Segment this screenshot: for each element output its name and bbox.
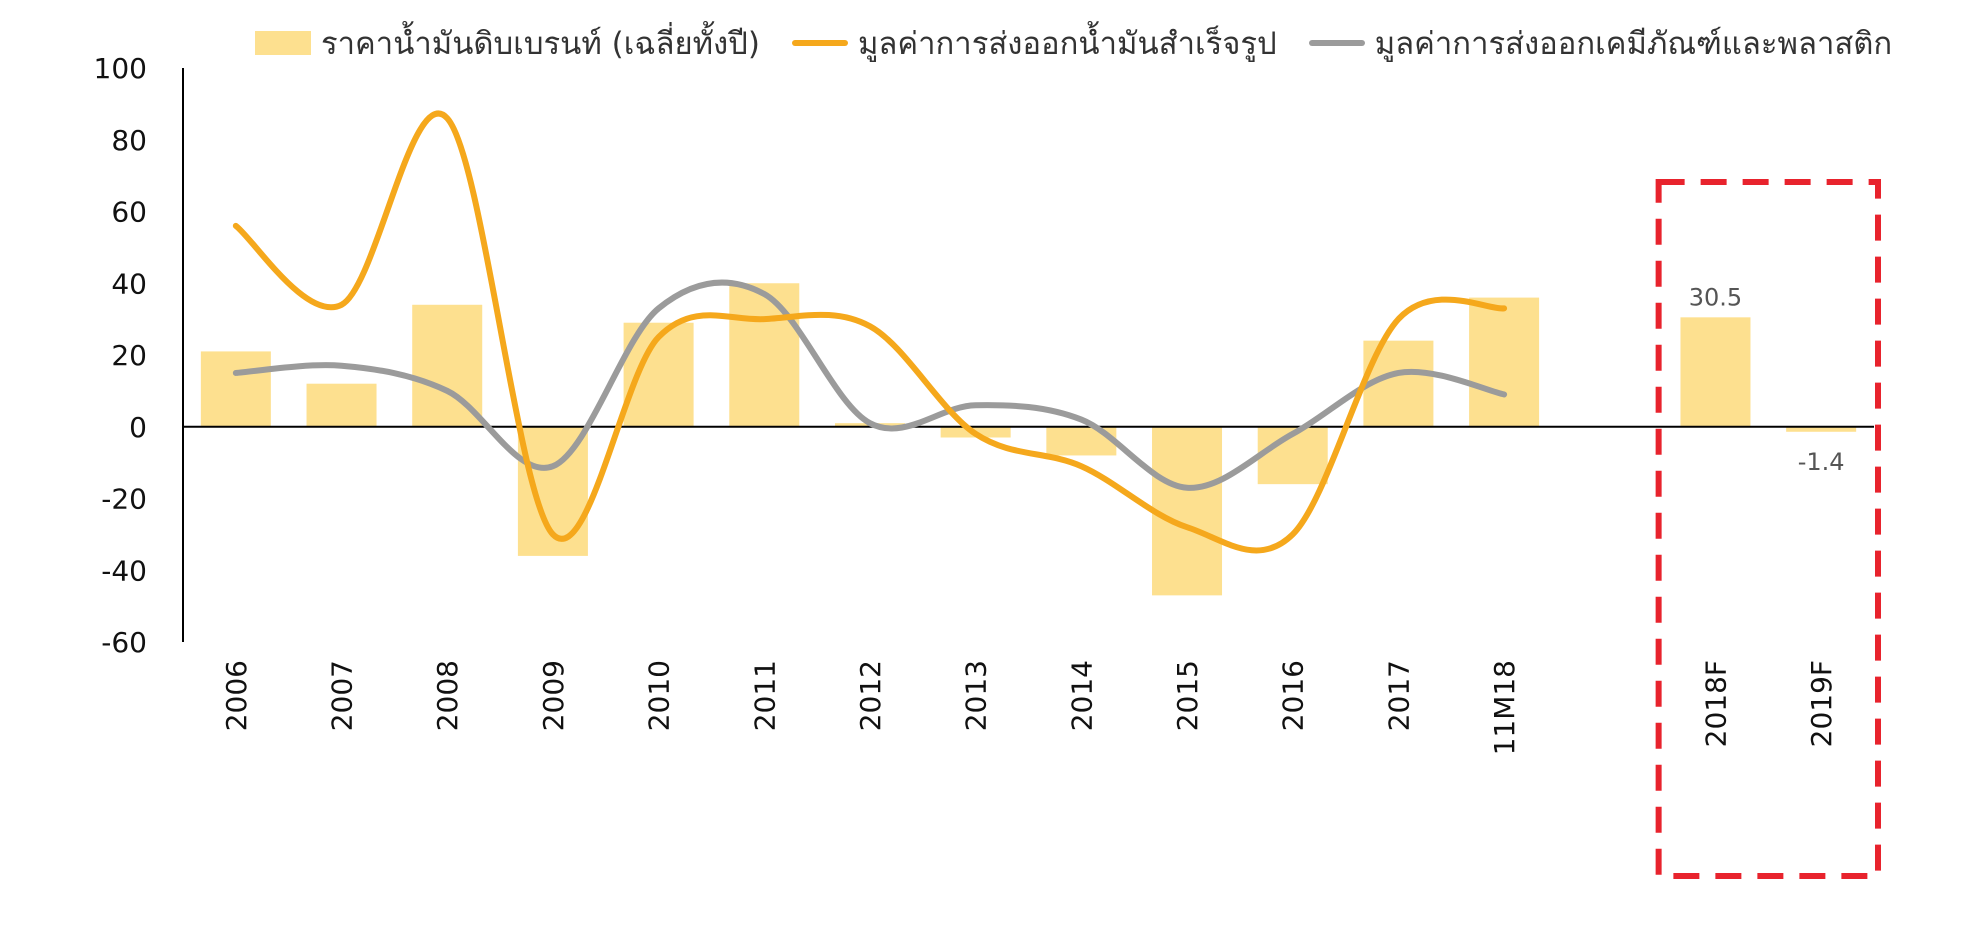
legend-swatch-brent-price bbox=[255, 31, 311, 55]
x-tick-label-2014: 2014 bbox=[1065, 660, 1098, 731]
data-label-2018f: 30.5 bbox=[1689, 283, 1742, 311]
bar-2019f bbox=[1786, 426, 1857, 432]
x-tick-label-2015: 2015 bbox=[1171, 660, 1204, 731]
legend-label-refined-oil-exports: มูลค่าการส่งออกน้ำมันสำเร็จรูป bbox=[857, 26, 1277, 62]
legend-item-brent-price: ราคาน้ำมันดิบเบรนท์ (เฉลี่ยทั้งปี) bbox=[255, 18, 760, 68]
x-tick-label-2011: 2011 bbox=[748, 660, 781, 731]
legend: ราคาน้ำมันดิบเบรนท์ (เฉลี่ยทั้งปี) มูลค่… bbox=[255, 18, 1892, 68]
x-tick-label-2018f: 2018F bbox=[1699, 660, 1732, 747]
bar-2018f bbox=[1680, 317, 1751, 427]
legend-label-chemical-plastic-exports: มูลค่าการส่งออกเคมีภัณฑ์และพลาสติก bbox=[1374, 26, 1893, 62]
legend-swatch-chemical-plastic-exports bbox=[1308, 40, 1365, 46]
bar-2015 bbox=[1152, 426, 1223, 596]
x-tick-label-2009: 2009 bbox=[537, 660, 570, 731]
y-tick-label: -40 bbox=[101, 554, 147, 587]
legend-item-refined-oil-exports: มูลค่าการส่งออกน้ำมันสำเร็จรูป bbox=[791, 18, 1277, 68]
bar-2006 bbox=[200, 351, 271, 427]
y-tick-label: 60 bbox=[111, 196, 147, 229]
y-tick-label: 100 bbox=[94, 52, 147, 85]
y-tick-label: 0 bbox=[129, 411, 147, 444]
legend-item-chemical-plastic-exports: มูลค่าการส่งออกเคมีภัณฑ์และพลาสติก bbox=[1308, 18, 1893, 68]
y-tick-label: -60 bbox=[101, 626, 147, 659]
x-tick-label-2013: 2013 bbox=[960, 660, 993, 731]
x-tick-label-2012: 2012 bbox=[854, 660, 887, 731]
x-tick-label-2016: 2016 bbox=[1277, 660, 1310, 731]
legend-swatch-refined-oil-exports bbox=[791, 40, 848, 46]
x-tick-label-11m18: 11M18 bbox=[1488, 660, 1521, 755]
bar-11m18 bbox=[1469, 297, 1540, 427]
legend-label-brent-price: ราคาน้ำมันดิบเบรนท์ (เฉลี่ยทั้งปี) bbox=[321, 26, 760, 62]
y-tick-label: 20 bbox=[111, 339, 147, 372]
forecast-highlight-box bbox=[1655, 179, 1881, 879]
data-label-2019f: -1.4 bbox=[1798, 448, 1845, 476]
y-tick-label: 80 bbox=[111, 124, 147, 157]
x-tick-label-2017: 2017 bbox=[1382, 660, 1415, 731]
line-chemical-plastic-exports bbox=[232, 279, 1508, 491]
x-tick-label-2006: 2006 bbox=[220, 660, 253, 731]
x-tick-label-2010: 2010 bbox=[643, 660, 676, 731]
y-tick-label: -20 bbox=[101, 483, 147, 516]
x-tick-label-2007: 2007 bbox=[326, 660, 359, 731]
bar-2007 bbox=[306, 383, 377, 427]
x-tick-label-2008: 2008 bbox=[431, 660, 464, 731]
x-tick-label-2019f: 2019F bbox=[1805, 660, 1838, 747]
bar-2011 bbox=[729, 283, 800, 427]
y-tick-label: 40 bbox=[111, 267, 147, 300]
line-refined-oil-exports bbox=[232, 110, 1508, 554]
